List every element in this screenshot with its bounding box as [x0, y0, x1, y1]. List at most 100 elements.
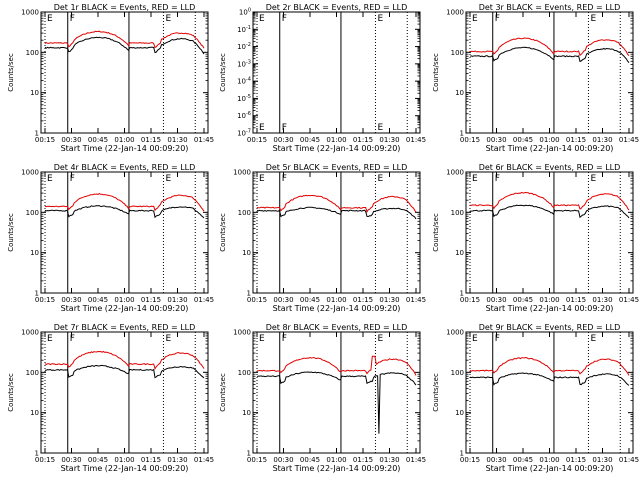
x-tick-label: 00:30 [486, 136, 506, 144]
x-tick-label: 00:45 [513, 456, 533, 464]
region-marker-top: F [495, 334, 500, 344]
y-tick-label: 1 [460, 450, 464, 458]
region-marker-top: E [259, 14, 265, 24]
y-tick-label: 100 [451, 209, 464, 217]
events-series-line [469, 372, 630, 386]
region-marker-top: E [377, 334, 383, 344]
x-tick-label: 00:30 [273, 296, 293, 304]
x-tick-label: 01:30 [592, 456, 612, 464]
y-tick-label: 100 [238, 209, 251, 217]
region-marker-bottom: F [282, 123, 287, 133]
x-tick-label: 01:30 [592, 296, 612, 304]
region-marker-top: E [590, 14, 596, 24]
y-tick-exponent: -5 [246, 94, 251, 100]
y-tick-exponent: -1 [246, 25, 251, 31]
panel-det-9: Det 9r BLACK = Events, RED = LLD 1 10 100 10… [432, 323, 639, 473]
y-tick-label: 10-4 [237, 77, 251, 86]
x-tick-label: 01:00 [114, 456, 134, 464]
events-series-line [44, 36, 205, 55]
y-tick-label: 1 [35, 450, 39, 458]
y-tick-label: 10-5 [237, 94, 251, 103]
lld-series-line [44, 30, 205, 49]
panel-title: Det 1r BLACK = Events, RED = LLD [54, 3, 196, 12]
x-tick-label: 01:45 [406, 136, 426, 144]
y-tick-label: 100 [239, 8, 251, 17]
x-tick-label: 00:15 [247, 296, 267, 304]
y-tick-label: 100 [26, 209, 39, 217]
y-tick-label: 10 [455, 89, 464, 97]
x-tick-label: 01:15 [353, 296, 373, 304]
events-series-line [256, 371, 417, 434]
y-tick-label: 1 [35, 290, 39, 298]
x-tick-label: 00:45 [88, 456, 108, 464]
x-tick-label: 01:15 [566, 136, 586, 144]
panel-det-8: Det 8r BLACK = Events, RED = LLD 1 10 100 10… [219, 323, 426, 473]
x-tick-label: 01:30 [379, 136, 399, 144]
region-marker-top: E [165, 334, 171, 344]
y-tick-exponent: -2 [246, 42, 251, 48]
region-marker-top: E [472, 334, 478, 344]
y-tick-label: 10-1 [237, 25, 251, 34]
x-axis-label: Start Time (22-Jan-14 00:09:20) [273, 144, 401, 153]
region-marker-top: F [282, 174, 287, 184]
x-tick-label: 00:30 [61, 136, 81, 144]
panel-title: Det 3r BLACK = Events, RED = LLD [479, 3, 621, 12]
panel-title: Det 5r BLACK = Events, RED = LLD [266, 163, 408, 172]
y-tick-label: 1000 [233, 169, 251, 177]
y-tick-label: 10-6 [237, 111, 251, 120]
panel-det-7: Det 7r BLACK = Events, RED = LLD 1 10 100 10… [7, 323, 214, 473]
x-tick-label: 00:30 [61, 296, 81, 304]
events-series-line [44, 205, 205, 219]
panel-det-5: Det 5r BLACK = Events, RED = LLD 1 10 100 10… [219, 163, 426, 313]
panel-title: Det 6r BLACK = Events, RED = LLD [479, 163, 621, 172]
region-marker-top: E [377, 14, 383, 24]
y-tick-label: 10 [30, 89, 39, 97]
x-axis-label: Start Time (22-Jan-14 00:09:20) [486, 464, 614, 473]
panel-det-4: Det 4r BLACK = Events, RED = LLD 1 10 100 10… [7, 163, 214, 313]
events-series-line [470, 204, 630, 219]
x-tick-label: 01:00 [539, 456, 559, 464]
x-tick-label: 00:15 [460, 456, 480, 464]
x-tick-label: 01:45 [406, 456, 426, 464]
y-tick-label: 10 [242, 409, 251, 417]
region-marker-top: E [165, 14, 171, 24]
y-tick-label: 100 [26, 369, 39, 377]
region-marker-top: F [282, 334, 287, 344]
x-tick-label: 00:15 [35, 296, 55, 304]
events-series-line [469, 46, 630, 63]
x-tick-label: 01:00 [326, 136, 346, 144]
x-tick-label: 01:45 [619, 136, 639, 144]
x-tick-label: 00:15 [35, 456, 55, 464]
panel-title: Det 9r BLACK = Events, RED = LLD [479, 323, 621, 332]
y-axis-label: Counts/sec [7, 213, 15, 252]
events-series-line [256, 206, 417, 220]
region-marker-bottom: E [259, 123, 265, 133]
y-tick-label: 1 [460, 130, 464, 138]
y-tick-label: 10 [455, 249, 464, 257]
x-tick-label: 01:15 [566, 296, 586, 304]
panel-det-1: Det 1r BLACK = Events, RED = LLD 1 10 100 10… [7, 3, 214, 153]
lld-series-line [44, 193, 205, 212]
x-tick-label: 00:45 [513, 296, 533, 304]
y-tick-label: 10 [30, 409, 39, 417]
y-tick-label: 1 [247, 450, 251, 458]
region-marker-top: F [282, 14, 287, 24]
y-tick-label: 1 [35, 130, 39, 138]
x-tick-label: 00:15 [460, 296, 480, 304]
x-tick-label: 01:45 [194, 296, 214, 304]
x-tick-label: 00:45 [300, 136, 320, 144]
x-tick-label: 01:15 [141, 136, 161, 144]
y-tick-label: 100 [451, 369, 464, 377]
y-tick-exponent: -4 [246, 77, 251, 83]
lld-series-line [469, 356, 630, 376]
x-tick-label: 01:45 [194, 456, 214, 464]
x-axis-label: Start Time (22-Jan-14 00:09:20) [273, 464, 401, 473]
x-tick-label: 00:15 [247, 456, 267, 464]
y-axis-label: Counts/sec [432, 373, 440, 412]
x-axis-label: Start Time (22-Jan-14 00:09:20) [486, 304, 614, 313]
x-tick-label: 00:30 [273, 456, 293, 464]
x-tick-label: 01:00 [539, 296, 559, 304]
x-tick-label: 01:30 [167, 456, 187, 464]
y-tick-label: 1000 [446, 9, 464, 17]
lld-series-line [44, 350, 205, 370]
